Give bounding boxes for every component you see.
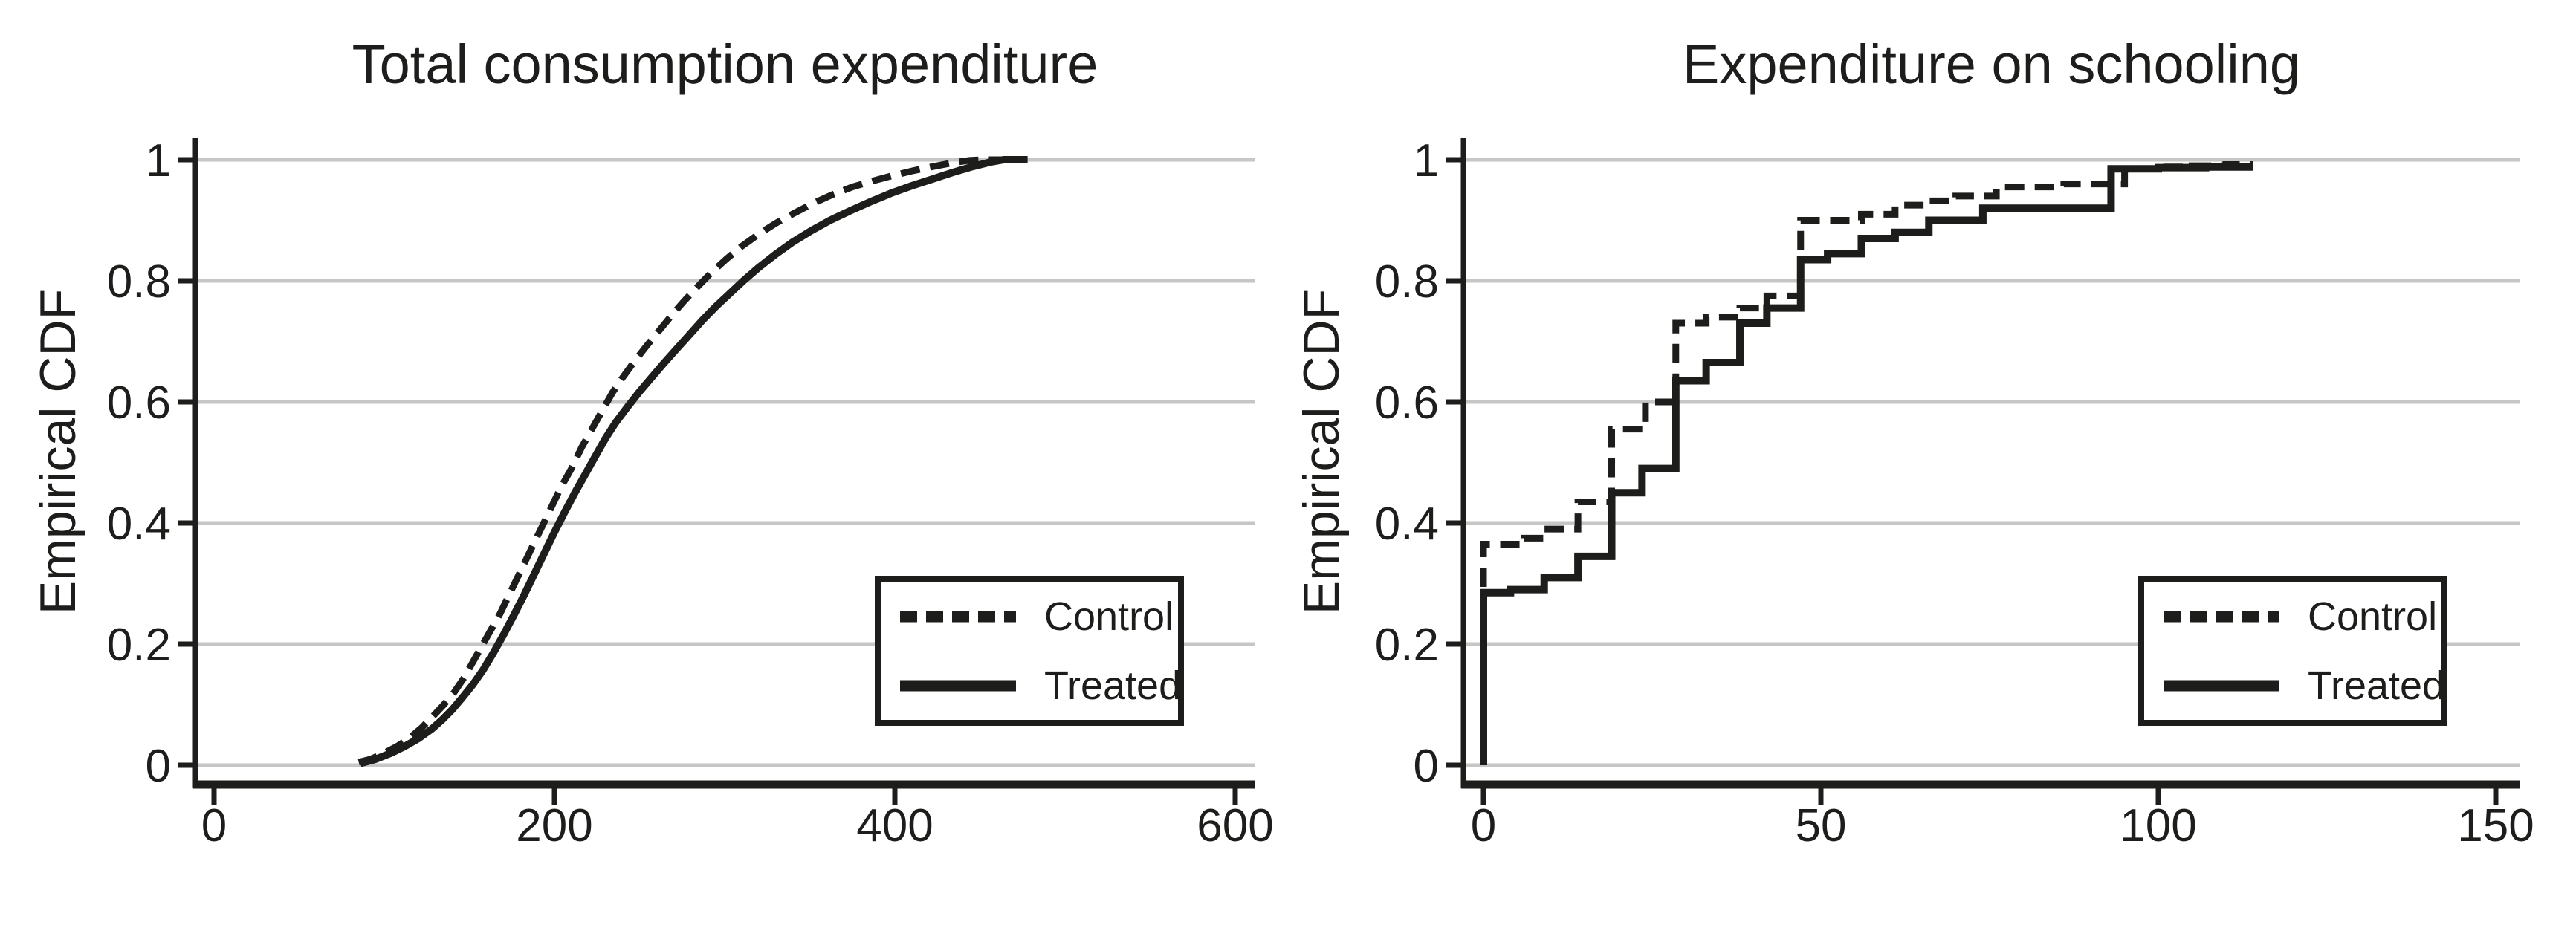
x-tick-label: 150 [2457,800,2534,851]
chart-title-right: Expenditure on schooling [1682,33,2301,95]
treated-curve [1480,163,2253,765]
solid-line-sample [2164,680,2279,691]
legend-entry-control: Control [899,597,1178,637]
treated-curve [359,156,1028,767]
x-tick-label: 0 [1471,800,1496,851]
y-tick-label: 0.2 [1375,620,1439,671]
y-tick-label: 0.2 [107,620,171,671]
legend-label-control: Control [1044,594,1174,639]
x-tick-label: 200 [516,800,592,851]
legend-left: Control Treated [875,576,1184,726]
chart-title-left: Total consumption expenditure [352,33,1098,95]
dashed-line-sample [2164,611,2279,622]
x-tick-label: 100 [2120,800,2196,851]
y-tick-label: 1 [146,135,171,186]
x-tick-label: 50 [1796,800,1847,851]
y-tick-label: 0 [146,741,171,792]
y-tick-label: 0.8 [1375,256,1439,308]
y-tick-label: 1 [1414,135,1439,186]
legend-label-treated: Treated [2308,663,2445,708]
y-tick-label: 0.4 [1375,499,1439,550]
control-curve [1480,161,2253,765]
y-tick-label: 0.6 [1375,377,1439,429]
x-tick-label: 0 [201,800,227,851]
dashed-line-sample [900,611,1016,622]
y-tick-label: 0.4 [107,499,171,550]
legend-entry-control: Control [2162,597,2441,637]
y-tick-label: 0.6 [107,377,171,429]
y-axis-title-left: Empirical CDF [30,288,86,615]
legend-entry-treated: Treated [899,663,1182,708]
y-tick-label: 0.8 [107,256,171,308]
chart-panel-1: 0 50 100 150 0 0.2 0.4 0.6 0.8 1 [1375,135,2534,851]
solid-line-sample [900,680,1016,691]
legend-label-control: Control [2308,594,2438,639]
legend-label-treated: Treated [1044,663,1182,708]
control-curve [357,156,1026,766]
legend-entry-treated: Treated [2162,663,2445,708]
y-tick-label: 0 [1414,741,1439,792]
y-axis-title-right: Empirical CDF [1293,288,1350,615]
x-tick-label: 600 [1197,800,1273,851]
x-tick-label: 400 [856,800,933,851]
chart-panel-0: 0 200 400 600 0 0.2 0.4 0.6 0.8 1 [107,135,1274,851]
legend-right: Control Treated [2138,576,2447,726]
